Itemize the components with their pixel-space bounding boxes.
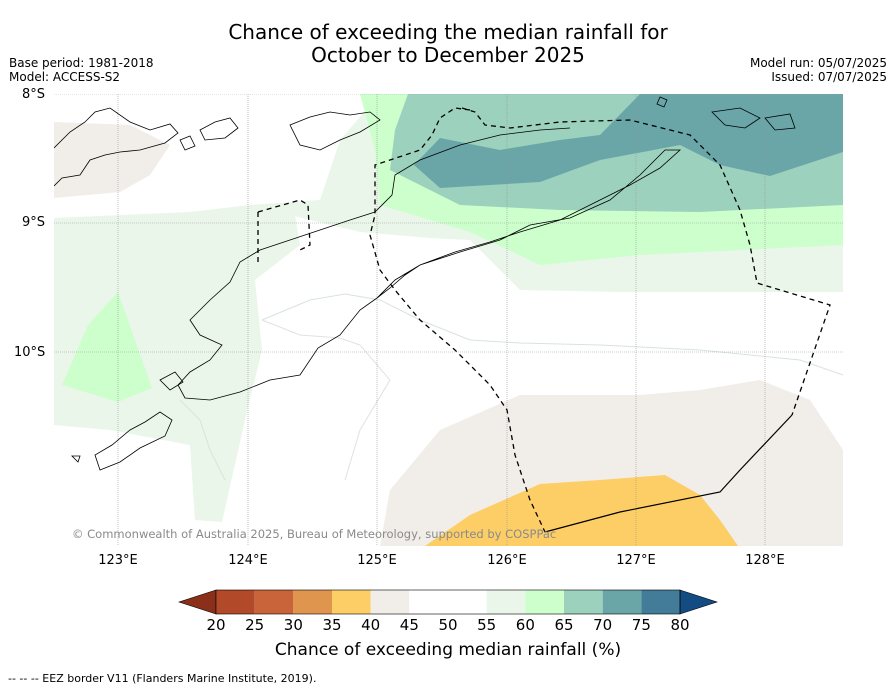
model-run: Model run: 05/07/2025 bbox=[749, 56, 887, 70]
contour-60-west bbox=[54, 210, 300, 522]
colorbar-segment bbox=[564, 590, 603, 614]
colorbar-arrow-low bbox=[178, 589, 217, 615]
colorbar-tick-label: 75 bbox=[631, 616, 651, 634]
colorbar-tick-label: 80 bbox=[670, 616, 690, 634]
colorbar-segment bbox=[370, 590, 410, 614]
lat-label-9s: 9°S bbox=[22, 215, 46, 230]
contour-40-north bbox=[54, 122, 170, 198]
contour-35 bbox=[425, 475, 738, 546]
colorbar-tick-label: 45 bbox=[399, 616, 419, 634]
lon-label-127e: 127°E bbox=[616, 553, 656, 568]
colorbar-segment bbox=[525, 590, 564, 614]
base-period: Base period: 1981-2018 bbox=[9, 56, 154, 70]
eez-solid-border bbox=[544, 414, 793, 533]
map-title-line1: Chance of exceeding the median rainfall … bbox=[228, 20, 668, 44]
colorbar-segment bbox=[216, 590, 255, 614]
colorbar-tick-label: 20 bbox=[206, 616, 226, 634]
lon-label-126e: 126°E bbox=[487, 553, 527, 568]
colorbar-tick-label: 55 bbox=[477, 616, 497, 634]
eez-border bbox=[257, 107, 831, 533]
eez-footnote: -- -- -- EEZ border V11 (Flanders Marine… bbox=[8, 672, 317, 685]
graticule bbox=[54, 94, 843, 546]
issued-date: Issued: 07/07/2025 bbox=[771, 70, 887, 84]
colorbar-tick-label: 40 bbox=[361, 616, 381, 634]
colorbar-arrow-high bbox=[679, 589, 718, 615]
colorbar-outline bbox=[215, 589, 681, 615]
model-name: Model: ACCESS-S2 bbox=[9, 70, 121, 84]
contour-75 bbox=[414, 94, 843, 188]
colorbar-label: Chance of exceeding median rainfall (%) bbox=[274, 640, 622, 660]
lat-label-8s: 8°S bbox=[22, 87, 46, 102]
lon-label-124e: 124°E bbox=[228, 553, 268, 568]
lat-label-10s: 10°S bbox=[14, 345, 46, 360]
copyright-notice: © Commonwealth of Australia 2025, Bureau… bbox=[72, 527, 557, 541]
colorbar-segment bbox=[409, 590, 448, 614]
lon-label-123e: 123°E bbox=[98, 553, 138, 568]
contour-65-west bbox=[62, 292, 152, 402]
colorbar-tick-label: 70 bbox=[593, 616, 613, 634]
colorbar-segment bbox=[293, 590, 332, 614]
colorbar-segment bbox=[486, 590, 526, 614]
lon-label-128e: 128°E bbox=[745, 553, 785, 568]
colorbar bbox=[178, 589, 718, 615]
colorbar-segment bbox=[602, 590, 642, 614]
coastlines bbox=[54, 96, 796, 471]
lon-label-125e: 125°E bbox=[357, 553, 397, 568]
colorbar-tick-label: 60 bbox=[515, 616, 535, 634]
map-title-line2: October to December 2025 bbox=[311, 43, 585, 67]
colorbar-segment bbox=[332, 590, 371, 614]
colorbar-tick-label: 50 bbox=[438, 616, 458, 634]
colorbar-segment bbox=[254, 590, 294, 614]
colorbar-tick-label: 35 bbox=[322, 616, 342, 634]
map-area bbox=[54, 94, 843, 546]
colorbar-tick-label: 30 bbox=[283, 616, 303, 634]
colorbar-tick-label: 65 bbox=[554, 616, 574, 634]
colorbar-segment bbox=[448, 590, 487, 614]
colorbar-tick-label: 25 bbox=[245, 616, 265, 634]
colorbar-segment bbox=[641, 590, 680, 614]
